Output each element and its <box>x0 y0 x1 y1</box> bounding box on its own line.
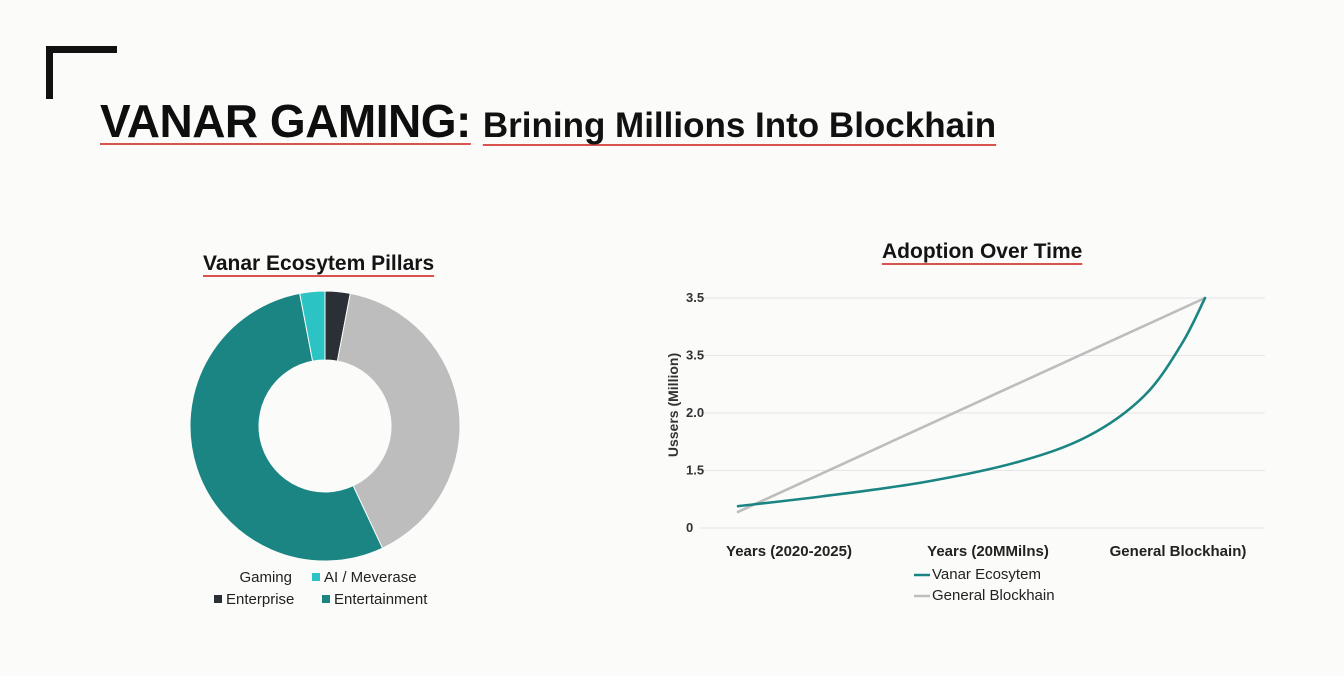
y-tick-label: 3.5 <box>686 290 704 305</box>
series-line-general-blockhain <box>736 296 1207 514</box>
line-chart-title: Adoption Over Time <box>882 240 1083 263</box>
corner-bracket-decoration <box>46 46 117 99</box>
x-tick-label: Years (2020-2025) <box>726 543 852 560</box>
pie-slice-gaming <box>336 292 461 549</box>
y-tick-label: 3.5 <box>686 348 704 363</box>
legend-label: Entertainment <box>334 591 428 608</box>
x-tick-label: Years (20MMilns) <box>927 543 1049 560</box>
y-axis-label: Ussers (Million) <box>665 353 681 457</box>
pie-slice-ai-meverase <box>299 290 326 362</box>
x-tick-label: General Blockhain) <box>1110 543 1247 560</box>
legend-swatch <box>312 573 320 581</box>
pie-chart-title: Vanar Ecosytem Pillars <box>203 252 435 275</box>
title-main: VANAR GAMING: <box>100 95 471 147</box>
y-tick-label: 0 <box>686 520 693 535</box>
legend-label: AI / Meverase <box>324 569 417 586</box>
legend-label: Gaming <box>239 569 292 586</box>
legend-label: Vanar Ecosytem <box>932 566 1041 583</box>
pie-slice-entertainment <box>189 292 384 562</box>
series-line-vanar-ecosytem <box>736 296 1207 508</box>
page-title: VANAR GAMING: Brining Millions Into Block… <box>100 94 996 148</box>
legend-swatch <box>214 595 222 603</box>
legend-label: General Blockhain <box>932 587 1055 604</box>
y-tick-label: 1.5 <box>686 463 704 478</box>
y-tick-label: 2.0 <box>686 405 704 420</box>
title-subtitle: Brining Millions Into Blockhain <box>482 106 997 145</box>
legend-swatch <box>322 595 330 603</box>
legend-label: Enterprise <box>226 591 294 608</box>
